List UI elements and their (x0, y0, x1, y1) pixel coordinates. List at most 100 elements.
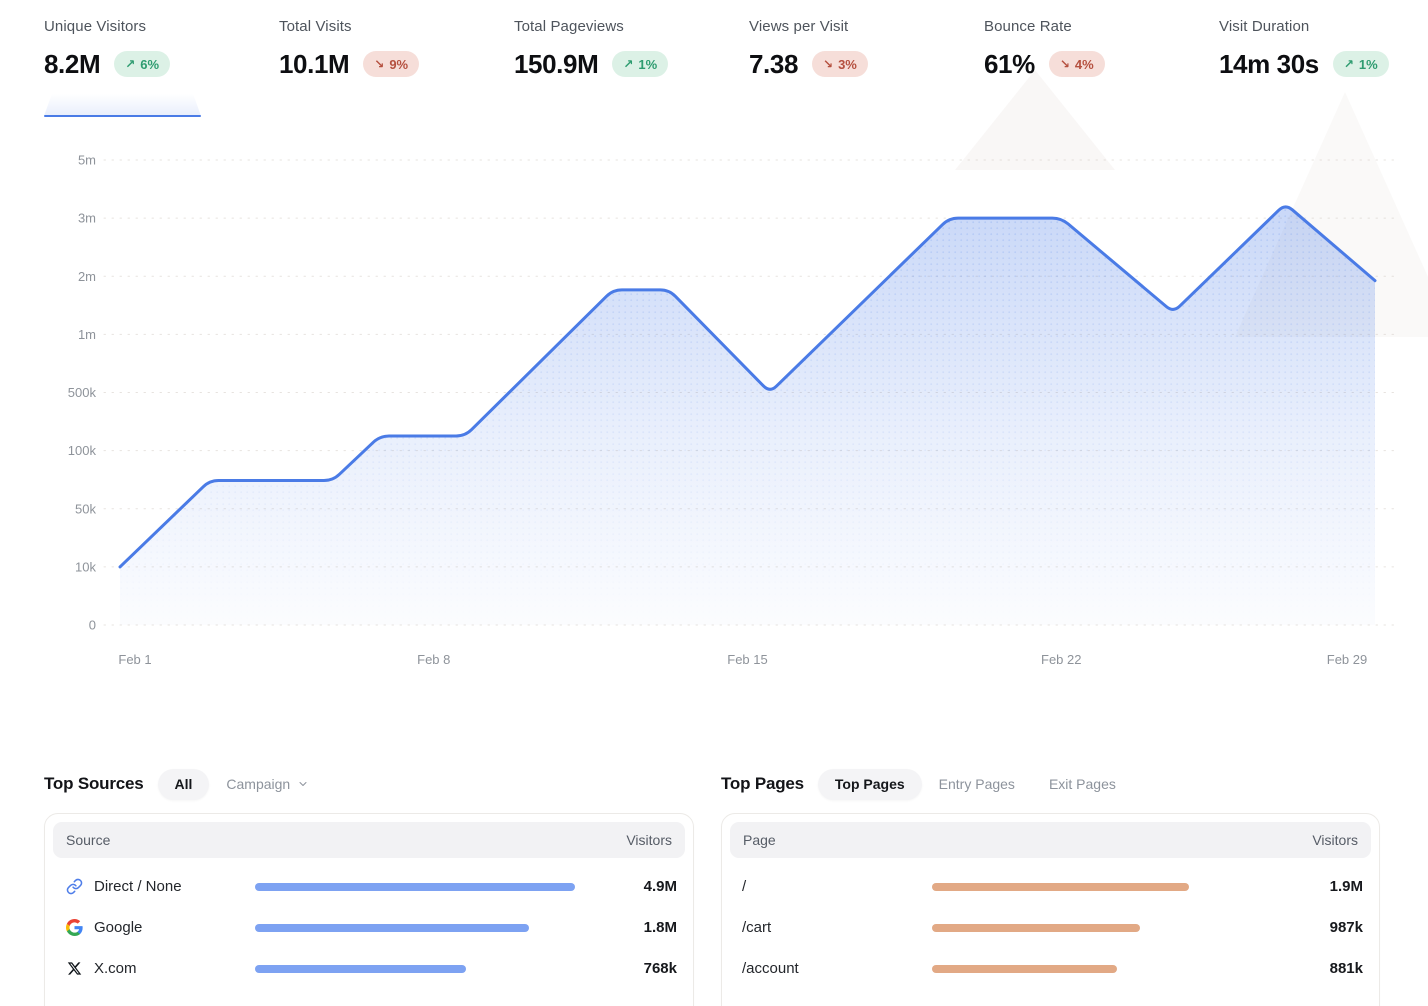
trend-badge: ↗ 1% (612, 51, 669, 77)
metric-label: Views per Visit (749, 18, 849, 35)
metric-tab-bounce-rate[interactable]: Bounce Rate 61% ↘ 4% (984, 18, 1219, 80)
visitors-value: 987k (1329, 919, 1363, 936)
table-row-root[interactable]: / 1.9M (722, 866, 1379, 907)
metric-tab-unique-visitors[interactable]: Unique Visitors 8.2M ↗ 6% (44, 18, 279, 117)
link-icon (65, 878, 83, 896)
trend-change: 6% (140, 56, 160, 72)
svg-text:5m: 5m (78, 153, 96, 168)
visitors-value: 1.8M (643, 919, 677, 936)
tab-campaign[interactable]: Campaign (209, 769, 326, 800)
trend-up-icon: ↗ (125, 57, 136, 71)
metric-label: Visit Duration (1219, 18, 1310, 35)
trend-down-icon: ↘ (823, 57, 834, 71)
metric-label: Unique Visitors (44, 18, 147, 35)
source-name: Google (94, 919, 143, 936)
metric-label: Total Pageviews (514, 18, 624, 35)
trend-badge: ↘ 4% (1048, 51, 1105, 77)
svg-text:10k: 10k (75, 559, 96, 574)
page-path: / (742, 878, 747, 895)
metric-value: 8.2M (44, 48, 101, 79)
trend-badge: ↘ 3% (812, 51, 868, 77)
table-row-xcom[interactable]: X.com 768k (45, 948, 693, 989)
svg-text:2m: 2m (78, 269, 96, 284)
metric-tab-total-pageviews[interactable]: Total Pageviews 150.9M ↗ 1% (514, 18, 749, 80)
visitors-value: 768k (643, 960, 677, 977)
table-row-account[interactable]: /account 881k (722, 948, 1379, 989)
active-metric-underline (44, 115, 201, 117)
svg-text:Feb 1: Feb 1 (118, 652, 151, 667)
trend-change: 9% (389, 56, 409, 72)
table-row-direct-none[interactable]: Direct / None 4.9M (45, 866, 693, 907)
svg-text:100k: 100k (68, 443, 97, 458)
metric-label: Bounce Rate (984, 18, 1072, 35)
page-path: /cart (742, 919, 772, 936)
visitors-bar (932, 923, 1140, 932)
tab-label: Top Pages (834, 776, 905, 792)
metric-value: 7.38 (749, 48, 799, 79)
visitors-bar (255, 923, 529, 932)
trend-badge: ↗ 1% (1332, 51, 1389, 77)
trend-badge: ↗ 6% (114, 51, 171, 77)
svg-text:Feb 15: Feb 15 (727, 652, 767, 667)
page-path: /account (742, 960, 799, 977)
top-sources-panel: Top Sources All Campaign Source Visitors (44, 768, 694, 1006)
chart-canvas[interactable]: 0 10k 50k 100k 500k 1m 2m 3m 5m Feb 1 Feb 8 Feb 15 F… (0, 125, 1428, 685)
metric-value: 10.1M (279, 48, 350, 79)
trend-down-icon: ↘ (1059, 57, 1070, 71)
svg-text:50k: 50k (75, 501, 96, 516)
trend-up-icon: ↗ (623, 57, 634, 71)
column-header-source: Source (66, 832, 111, 848)
chevron-down-icon (299, 782, 307, 786)
trend-change: 4% (1074, 56, 1094, 72)
top-pages-title: Top Pages (721, 774, 804, 793)
trend-change: 3% (838, 56, 857, 72)
column-header-visitors: Visitors (1312, 832, 1358, 848)
top-pages-card: Page Visitors / 1.9M /cart 987k /account… (721, 813, 1380, 1006)
tab-exit-pages[interactable]: Exit Pages (1032, 769, 1133, 800)
table-row-cart[interactable]: /cart 987k (722, 907, 1379, 948)
tab-label: All (174, 776, 193, 792)
svg-text:3m: 3m (78, 211, 96, 226)
metric-tab-views-per-visit[interactable]: Views per Visit 7.38 ↘ 3% (749, 18, 984, 80)
visitors-area-chart[interactable]: 0 10k 50k 100k 500k 1m 2m 3m 5m Feb 1 Feb 8 Feb 15 F… (0, 125, 1428, 685)
tab-label: Entry Pages (938, 776, 1015, 792)
pages-table-header: Page Visitors (730, 822, 1371, 858)
svg-text:0: 0 (89, 618, 96, 633)
table-row-google[interactable]: Google 1.8M (45, 907, 693, 948)
visitors-bar (255, 964, 466, 973)
top-sources-card: Source Visitors Direct / None 4.9M (44, 813, 694, 1006)
column-header-visitors: Visitors (626, 832, 672, 848)
svg-text:500k: 500k (68, 385, 97, 400)
visitors-bar (932, 964, 1117, 973)
trend-up-icon: ↗ (1343, 57, 1354, 71)
tab-label: Campaign (226, 776, 291, 792)
svg-text:Feb 29: Feb 29 (1327, 652, 1367, 667)
google-icon (65, 919, 83, 937)
svg-text:Feb 22: Feb 22 (1041, 652, 1081, 667)
tab-label: Exit Pages (1048, 776, 1116, 792)
metrics-bar: Unique Visitors 8.2M ↗ 6% Total Visits 1… (44, 18, 1428, 117)
trend-change: 1% (638, 56, 658, 72)
visitors-bar (932, 882, 1189, 891)
trend-down-icon: ↘ (374, 57, 385, 71)
column-header-page: Page (743, 832, 776, 848)
tab-entry-pages[interactable]: Entry Pages (922, 769, 1032, 800)
metric-tab-total-visits[interactable]: Total Visits 10.1M ↘ 9% (279, 18, 514, 80)
tab-top-pages[interactable]: Top Pages (817, 768, 922, 800)
visitors-bar (255, 882, 575, 891)
source-name: X.com (94, 960, 137, 977)
tab-all[interactable]: All (157, 768, 210, 800)
breakdown-section: Top Sources All Campaign Source Visitors (44, 768, 1380, 1006)
metric-tab-visit-duration[interactable]: Visit Duration 14m 30s ↗ 1% (1219, 18, 1428, 80)
active-metric-glow (44, 94, 201, 116)
visitors-value: 881k (1329, 960, 1363, 977)
metric-label: Total Visits (279, 18, 352, 35)
visitors-value: 1.9M (1329, 878, 1363, 895)
source-name: Direct / None (94, 878, 182, 895)
top-sources-title: Top Sources (44, 774, 144, 793)
x-icon (65, 960, 83, 978)
metric-value: 14m 30s (1219, 48, 1319, 79)
top-pages-panel: Top Pages Top Pages Entry Pages Exit Pag… (721, 768, 1380, 1006)
visitors-value: 4.9M (643, 878, 677, 895)
svg-text:1m: 1m (78, 327, 96, 342)
